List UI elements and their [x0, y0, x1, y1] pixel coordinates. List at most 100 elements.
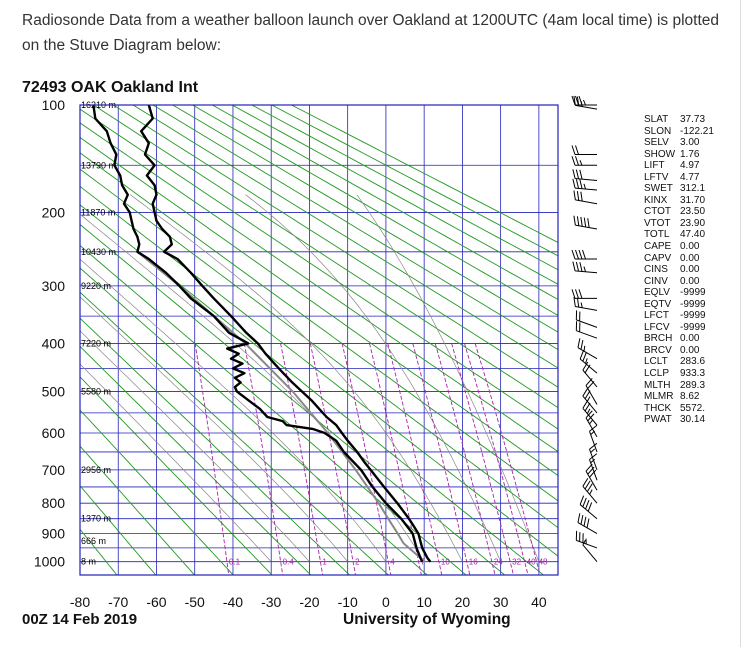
- wind-barb-staff: [582, 369, 598, 388]
- wind-barb-flag: [575, 249, 579, 260]
- wind-barb-flag: [576, 216, 580, 226]
- dewpoint-line: [92, 105, 424, 563]
- wind-barb: [589, 442, 598, 471]
- height-label: 13790 m: [81, 160, 116, 170]
- height-label: 666 m: [81, 536, 106, 546]
- dry-adiabat-line: [80, 136, 558, 477]
- mixing-ratio-label: 32: [512, 558, 521, 567]
- mixing-ratio-line: [434, 343, 496, 575]
- dry-adiabat-line: [80, 244, 467, 575]
- wind-barb-flag: [571, 145, 576, 155]
- wind-barb-flag: [587, 413, 595, 422]
- wind-barb-halfflag: [586, 408, 591, 414]
- wind-barb-flag: [578, 249, 583, 260]
- y-tick-label: 500: [42, 383, 66, 399]
- dry-adiabats: [80, 105, 558, 575]
- wind-barb-staff: [585, 470, 598, 491]
- moist-adiabat-line: [80, 330, 310, 562]
- wind-barb-flag: [579, 350, 585, 360]
- page-edge: [740, 0, 741, 647]
- x-tick-label: -80: [70, 594, 90, 610]
- index-value: 37.73: [680, 114, 706, 125]
- wind-barb-flag: [575, 289, 579, 299]
- y-tick-label: 1000: [34, 554, 65, 570]
- wind-barb-halfflag: [590, 430, 596, 435]
- wind-barb-flag: [580, 340, 584, 350]
- wind-barb-flag: [573, 95, 576, 106]
- wind-barb: [577, 513, 598, 535]
- mixing-ratio-label: 24: [494, 558, 503, 567]
- wind-barb-staff: [582, 395, 598, 414]
- wind-barb-halfflag: [590, 458, 596, 464]
- mixing-ratio-line: [280, 343, 324, 575]
- wind-barb: [572, 169, 598, 181]
- plot-frame: [79, 104, 559, 576]
- wind-barb-halfflag: [582, 539, 586, 546]
- index-value: 0.00: [680, 344, 700, 356]
- index-key: EQTV: [644, 298, 672, 310]
- intro-text: Radiosonde Data from a weather balloon l…: [22, 12, 720, 54]
- dry-adiabat-line: [80, 409, 234, 575]
- dry-adiabat-line: [80, 317, 350, 575]
- wind-barb-flag: [580, 216, 583, 227]
- wind-barb: [577, 338, 598, 360]
- mixing-ratio-label: 7: [421, 558, 426, 567]
- index-row: LCLT 283.6: [644, 356, 714, 368]
- wind-barb-flag: [583, 516, 587, 527]
- y-tick-label: 300: [42, 278, 66, 294]
- index-value: -9999: [680, 298, 706, 310]
- index-row: BRCV 0.00: [644, 345, 714, 357]
- mixing-ratio-label: 2: [355, 558, 360, 567]
- index-value: 23.50: [680, 206, 706, 218]
- wind-barb-flag: [583, 217, 587, 228]
- y-tick-label: 600: [42, 425, 66, 441]
- index-row: PWAT 30.14: [644, 414, 714, 426]
- index-key: SHOW: [644, 148, 676, 160]
- index-key: LFCV: [644, 321, 670, 333]
- parcel-line: [136, 251, 426, 563]
- wind-barb-flag: [585, 378, 593, 386]
- index-row: CAPE 0.00: [644, 241, 714, 253]
- wind-barb-flag: [577, 513, 581, 523]
- wind-barb: [582, 361, 598, 388]
- wind-barb: [582, 387, 598, 414]
- index-row: TOTL 47.40: [644, 229, 714, 241]
- index-value: -9999: [680, 310, 706, 322]
- wind-barb-staff: [576, 330, 598, 339]
- wind-barb-staff: [585, 417, 598, 438]
- mixing-ratio-lines: [194, 343, 541, 575]
- index-value: 4.97: [680, 160, 700, 172]
- index-row: CINS 0.00: [644, 264, 714, 276]
- wind-barb-flag: [576, 191, 580, 201]
- moist-adiabat-line: [245, 194, 501, 562]
- x-tick-label: 40: [531, 594, 547, 610]
- mixing-ratio-line: [451, 343, 514, 575]
- wind-barb-flag: [584, 390, 591, 399]
- index-value: 47.40: [680, 229, 706, 241]
- index-value: 0.00: [680, 333, 700, 345]
- mixing-ratio-line: [474, 343, 541, 575]
- wind-barb-staff: [575, 224, 598, 230]
- index-key: CINS: [644, 264, 668, 276]
- index-value: -9999: [680, 321, 706, 333]
- index-key: KINX: [644, 194, 668, 206]
- wind-barb-flag: [582, 497, 587, 507]
- x-tick-label: -70: [108, 594, 128, 610]
- dry-adiabat-line: [251, 105, 558, 271]
- index-row: THCK 5572.: [644, 403, 714, 415]
- wind-barb: [589, 453, 598, 481]
- wind-barb-flag: [575, 145, 579, 155]
- mixing-ratio-line: [309, 343, 356, 575]
- wind-barb-flag: [582, 477, 589, 487]
- index-row: CTOT 23.50: [644, 206, 714, 218]
- mixing-ratio-line: [464, 343, 529, 575]
- wind-barb: [573, 297, 598, 311]
- dry-adiabat-line: [80, 168, 558, 529]
- index-value: -122.21: [680, 125, 714, 137]
- wind-barb-flag: [579, 262, 583, 272]
- wind-barb-staff: [582, 407, 598, 426]
- mixing-ratio-labels: 0.1 0.4 1 2 4 7 10 16 24 32 40 48: [229, 558, 548, 567]
- index-key: MLTH: [644, 379, 671, 391]
- wind-barb-flag: [586, 483, 593, 492]
